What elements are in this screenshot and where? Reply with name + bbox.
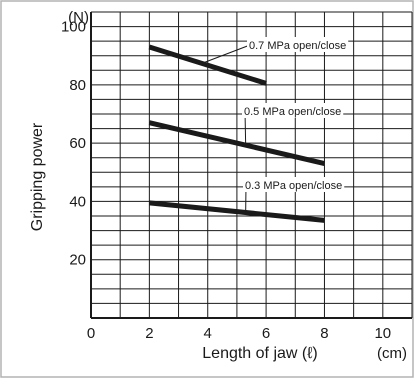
annotation-background bbox=[243, 177, 345, 192]
series-annotations: 0.7 MPa open/close 0.5 MPa open/close 0.3 … bbox=[201, 37, 349, 213]
x-tick-label: 2 bbox=[145, 325, 153, 342]
series-lines bbox=[148, 44, 326, 223]
series-annotation-label: 0.5 MPa open/close bbox=[244, 106, 341, 118]
axes bbox=[90, 11, 412, 319]
series-line bbox=[148, 120, 326, 166]
y-tick-label: 100 bbox=[61, 19, 86, 36]
y-tick-label: 80 bbox=[69, 77, 86, 94]
annotation-background bbox=[247, 37, 349, 52]
series-line bbox=[149, 200, 325, 223]
labels: (N) (cm) Length of jaw (ℓ) Gripping powe… bbox=[29, 9, 407, 362]
annotation-background bbox=[242, 103, 344, 118]
x-tick-label: 4 bbox=[204, 325, 212, 342]
y-axis-title: Gripping power bbox=[29, 122, 46, 231]
y-axis-unit: (N) bbox=[68, 9, 89, 26]
y-tick-label: 60 bbox=[69, 135, 86, 152]
x-tick-label: 0 bbox=[87, 325, 95, 342]
y-tick-label: 40 bbox=[69, 193, 86, 210]
x-tick-label: 8 bbox=[320, 325, 328, 342]
series-annotation-label: 0.7 MPa open/close bbox=[249, 40, 346, 52]
x-axis-title: Length of jaw (ℓ) bbox=[202, 345, 317, 362]
x-tick-label: 10 bbox=[374, 325, 391, 342]
y-tick-label: 20 bbox=[69, 252, 86, 269]
x-axis-unit: (cm) bbox=[377, 345, 407, 362]
series-annotation-label: 0.3 MPa open/close bbox=[245, 180, 342, 192]
series-line bbox=[148, 44, 267, 86]
x-tick-label: 6 bbox=[262, 325, 270, 342]
annotation-leader-line bbox=[201, 44, 251, 64]
